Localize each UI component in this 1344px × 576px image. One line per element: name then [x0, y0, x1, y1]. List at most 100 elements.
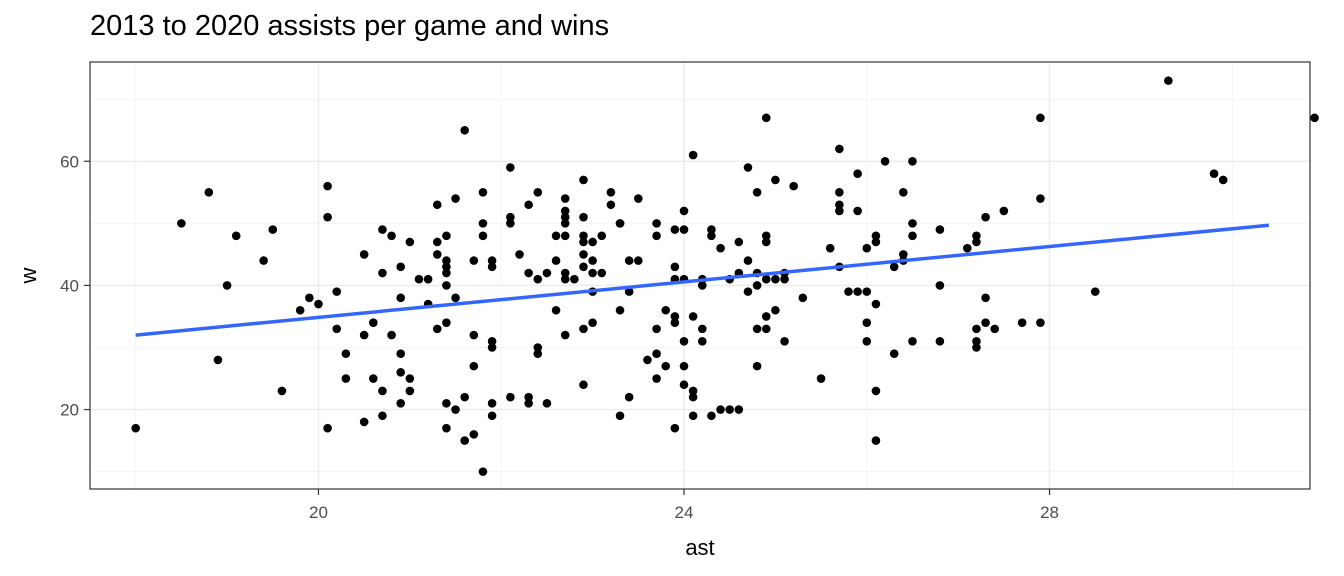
data-point [743, 163, 753, 172]
data-point [487, 336, 497, 346]
y-tick-label: 60 [60, 152, 79, 171]
data-point [579, 250, 588, 259]
data-point [972, 324, 981, 334]
data-point [871, 386, 881, 396]
data-point [396, 262, 406, 272]
data-point [972, 343, 981, 352]
axes: 20 24 28 20 40 60 [60, 152, 1059, 522]
data-point [889, 262, 899, 272]
data-point [752, 188, 762, 197]
data-point [771, 175, 780, 185]
data-point [579, 262, 588, 272]
data-point [761, 237, 771, 247]
data-point [963, 243, 972, 253]
data-point [1209, 169, 1219, 179]
data-point [405, 237, 415, 247]
data-point [359, 250, 369, 259]
data-point [378, 268, 387, 278]
data-point [359, 417, 369, 427]
data-point [442, 423, 451, 433]
data-point [323, 423, 332, 433]
trend-line [135, 223, 1270, 337]
data-point [478, 467, 488, 476]
data-point [899, 250, 908, 259]
data-point [981, 212, 990, 222]
data-point [259, 256, 268, 265]
data-point [624, 256, 634, 265]
data-point [515, 250, 524, 259]
data-point [469, 330, 479, 340]
data-point [314, 299, 323, 309]
data-point [707, 411, 716, 421]
data-point [533, 343, 543, 352]
data-point [432, 250, 442, 259]
data-point [213, 355, 223, 365]
data-point [487, 343, 497, 352]
data-point [533, 274, 543, 284]
trend-line-group [135, 223, 1270, 337]
data-point [378, 386, 387, 396]
data-point [579, 231, 588, 241]
data-point [405, 374, 415, 383]
data-point [478, 219, 488, 228]
data-point [670, 318, 680, 327]
x-tick-label: 24 [675, 503, 694, 522]
data-point [835, 144, 844, 154]
data-point [981, 293, 990, 303]
data-point [908, 231, 917, 241]
data-point [579, 380, 588, 390]
data-point [487, 399, 497, 408]
data-point [368, 374, 378, 383]
data-point [780, 274, 789, 284]
data-point [414, 274, 424, 284]
data-point [560, 268, 570, 278]
data-point [579, 175, 588, 185]
data-point [716, 243, 725, 253]
data-point [451, 405, 460, 414]
data-point [825, 243, 835, 253]
data-point [652, 349, 661, 359]
data-point [506, 392, 515, 402]
data-point [506, 219, 515, 228]
data-point [442, 231, 451, 241]
data-point [697, 336, 707, 346]
data-point [560, 330, 570, 340]
data-point [560, 206, 570, 216]
data-point [478, 188, 488, 197]
x-tick-label: 28 [1040, 503, 1059, 522]
data-point [1310, 113, 1319, 123]
data-point [634, 256, 643, 265]
data-point [908, 157, 917, 166]
data-point [771, 274, 780, 284]
data-point [679, 336, 689, 346]
data-point [469, 361, 479, 371]
data-point [743, 287, 753, 296]
data-point [460, 436, 469, 445]
data-point [981, 318, 990, 327]
data-point [451, 293, 460, 303]
data-point [679, 206, 689, 216]
data-point [332, 324, 342, 334]
data-point [661, 305, 671, 315]
data-point [423, 274, 433, 284]
data-point [231, 231, 241, 241]
data-point [670, 423, 680, 433]
x-tick-label: 20 [309, 503, 328, 522]
data-point [615, 411, 625, 421]
data-point [679, 361, 689, 371]
data-point [469, 256, 479, 265]
data-point [862, 243, 872, 253]
data-point [652, 219, 661, 228]
data-point [752, 281, 762, 290]
data-point [432, 237, 442, 247]
data-point [688, 312, 698, 321]
data-point [524, 200, 533, 210]
data-point [579, 212, 588, 222]
data-point [432, 200, 442, 210]
data-point [725, 405, 735, 414]
data-point [506, 163, 515, 172]
data-point [862, 287, 872, 296]
data-point [752, 361, 762, 371]
